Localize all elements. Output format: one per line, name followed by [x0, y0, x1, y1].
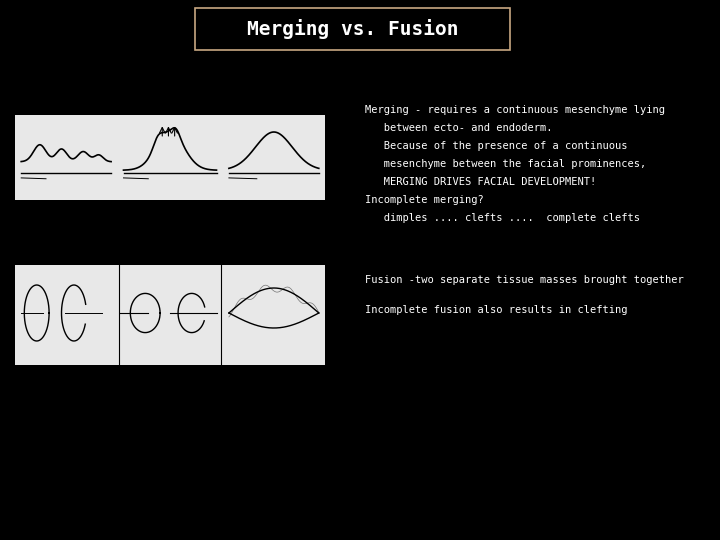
Text: Merging vs. Fusion: Merging vs. Fusion [247, 19, 458, 39]
Text: Fusion -two separate tissue masses brought together: Fusion -two separate tissue masses broug… [365, 275, 684, 285]
Text: Because of the presence of a continuous: Because of the presence of a continuous [365, 141, 628, 151]
Text: between ecto- and endoderm.: between ecto- and endoderm. [365, 123, 552, 133]
Bar [195, 8, 510, 50]
Bar [15, 265, 325, 365]
Bar [15, 115, 325, 200]
Text: Incomplete fusion also results in clefting: Incomplete fusion also results in clefti… [365, 305, 628, 315]
Text: mesenchyme between the facial prominences,: mesenchyme between the facial prominence… [365, 159, 647, 169]
Text: Merging - requires a continuous mesenchyme lying: Merging - requires a continuous mesenchy… [365, 105, 665, 115]
Text: dimples .... clefts ....  complete clefts: dimples .... clefts .... complete clefts [365, 213, 640, 223]
Text: Incomplete merging?: Incomplete merging? [365, 195, 484, 205]
Text: MERGING DRIVES FACIAL DEVELOPMENT!: MERGING DRIVES FACIAL DEVELOPMENT! [365, 177, 596, 187]
